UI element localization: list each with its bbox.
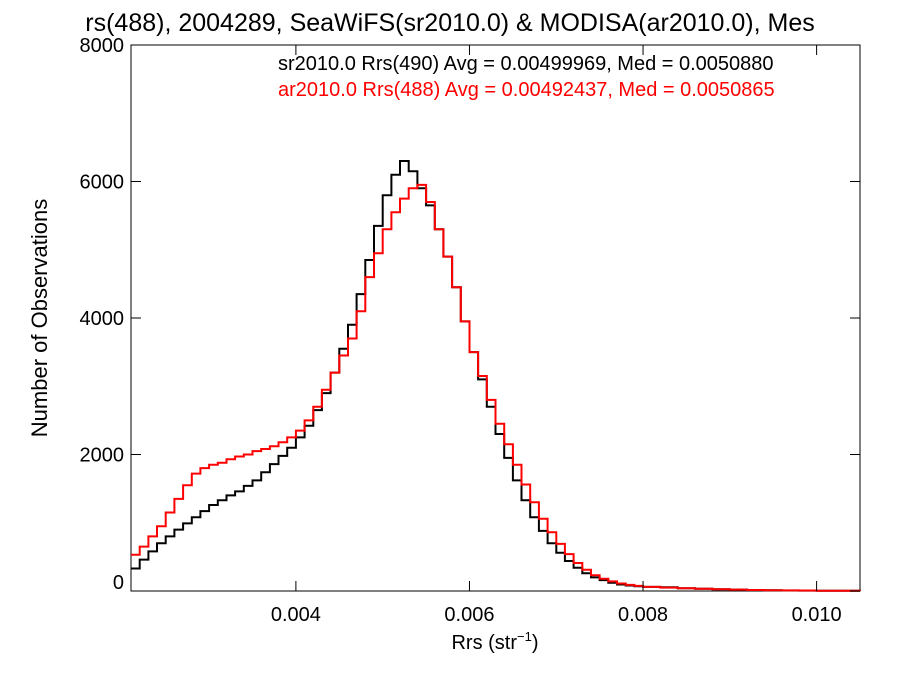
legend-entry-ar2010: ar2010.0 Rrs(488) Avg = 0.00492437, Med … xyxy=(278,79,775,101)
x-axis-label-text: Rrs (str xyxy=(451,632,517,654)
x-tick-label: 0.010 xyxy=(792,604,842,626)
x-tick-label: 0.004 xyxy=(271,604,321,626)
x-axis-label-superscript: −1 xyxy=(517,629,532,644)
y-axis-label: Number of Observations xyxy=(27,199,52,437)
y-tick-label: 4000 xyxy=(80,308,125,330)
y-tick-label: 8000 xyxy=(80,35,125,57)
y-tick-label: 2000 xyxy=(80,445,125,467)
series-layer xyxy=(131,160,861,592)
x-tick-label: 0.006 xyxy=(444,604,494,626)
ticks-layer: 0.004 0.006 0.008 0.010 0 2000 4000 6000 8000 xyxy=(80,35,860,626)
plot-frame xyxy=(130,44,861,592)
y-tick-label: 6000 xyxy=(80,172,125,194)
plot-area: 0.004 0.006 0.008 0.010 0 2000 4000 6000 8000 xyxy=(80,35,861,626)
legend: sr2010.0 Rrs(490) Avg = 0.00499969, Med … xyxy=(278,53,775,101)
x-axis-label: Rrs (str−1) xyxy=(451,629,538,654)
chart-title: rs(488), 2004289, SeaWiFS(sr2010.0) & MO… xyxy=(85,9,814,37)
x-tick-label: 0.008 xyxy=(618,604,668,626)
series-line-sr2010 xyxy=(131,160,861,592)
x-axis-label-close: ) xyxy=(532,632,539,654)
legend-entry-sr2010: sr2010.0 Rrs(490) Avg = 0.00499969, Med … xyxy=(278,53,774,75)
series-line-ar2010 xyxy=(131,183,861,592)
y-tick-label: 0 xyxy=(113,572,124,594)
